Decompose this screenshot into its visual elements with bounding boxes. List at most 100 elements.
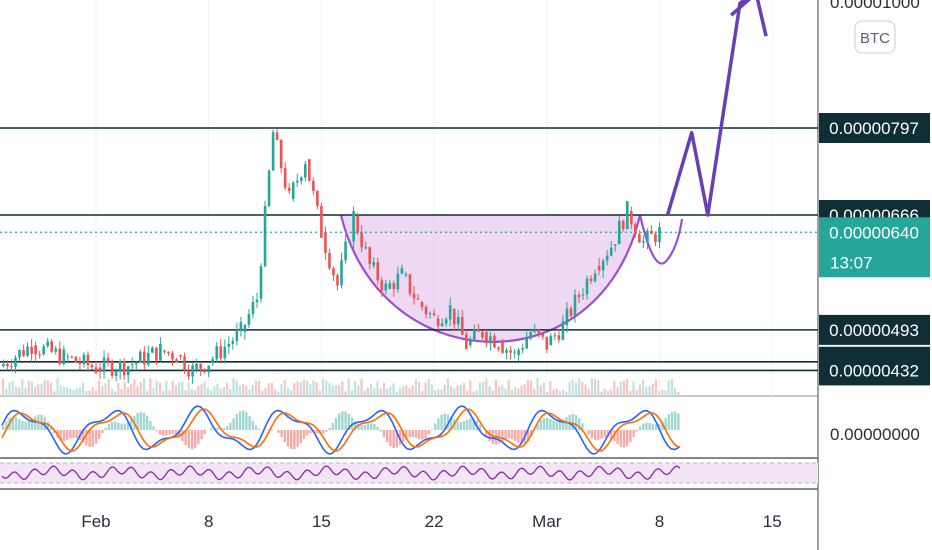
macd-histogram-bar <box>238 411 242 430</box>
volume-bar <box>613 381 616 396</box>
macd-histogram-bar <box>165 430 168 436</box>
volume-bar <box>382 382 385 396</box>
candle <box>328 248 331 271</box>
volume-bar <box>206 387 209 396</box>
macd-histogram-bar <box>229 422 232 430</box>
volume-bar <box>37 384 40 396</box>
candle-body <box>58 348 62 364</box>
volume-bar <box>405 385 408 396</box>
candle-body <box>62 349 66 364</box>
volume-bar <box>578 378 581 396</box>
price-axis[interactable]: 0.00001000 <box>830 0 920 12</box>
macd-histogram-bar <box>162 430 165 436</box>
candle <box>239 317 243 337</box>
volume-bar <box>366 387 369 396</box>
candle-body <box>368 247 371 264</box>
candle <box>400 264 404 275</box>
macd-histogram-bar <box>434 423 437 430</box>
volume-bar <box>242 383 245 396</box>
currency-badge[interactable]: BTC <box>854 20 896 54</box>
candle-body <box>10 366 13 368</box>
volume-bar <box>638 384 641 396</box>
candle <box>38 350 41 359</box>
volume-bar <box>600 391 603 396</box>
macd-histogram-bar <box>222 428 226 430</box>
volume-bar <box>203 381 206 396</box>
time-axis[interactable]: Feb 8 15 22 Mar 8 15 <box>81 512 781 531</box>
candle <box>14 355 17 374</box>
candle <box>533 324 537 334</box>
macd-histogram-bar <box>571 413 574 430</box>
time-tick: Mar <box>532 512 562 531</box>
volume-bar <box>258 380 261 396</box>
candle-body <box>259 266 263 299</box>
volume-bar <box>142 378 145 396</box>
candle <box>336 273 339 291</box>
macd-histogram-bar <box>530 430 533 437</box>
macd-histogram-bar <box>597 430 600 440</box>
volume-bar <box>213 386 216 396</box>
candle-body <box>432 313 436 316</box>
candle <box>291 181 295 202</box>
candle <box>155 347 158 365</box>
volume-bar <box>344 391 347 396</box>
candle <box>565 302 569 333</box>
volume-bar <box>581 381 584 396</box>
candle-body <box>247 314 251 325</box>
macd-histogram-bar <box>75 430 78 438</box>
level-label-bg <box>819 314 930 345</box>
volume-bar <box>603 388 606 396</box>
candle-body <box>501 341 504 353</box>
macd-histogram-bar <box>280 430 283 438</box>
volume-bar <box>290 390 293 396</box>
candle-body <box>364 247 367 249</box>
rsi-panel[interactable] <box>0 462 818 484</box>
candle <box>525 331 528 350</box>
candle-body <box>601 260 605 271</box>
volume-bar <box>187 382 190 396</box>
macd-histogram-bar <box>286 430 290 447</box>
candle-body <box>545 336 549 350</box>
macd-histogram-bar <box>590 430 594 439</box>
volume-bar <box>261 390 264 396</box>
volume-bar <box>158 382 161 396</box>
volume-bar <box>133 379 136 396</box>
macd-histogram-bar <box>539 420 542 430</box>
volume-bar <box>475 390 478 396</box>
candle-body <box>650 230 653 234</box>
volume-bar <box>27 380 30 396</box>
macd-histogram-bar <box>130 419 133 430</box>
volume-bar <box>322 379 325 396</box>
candle <box>50 338 54 353</box>
candle-body <box>74 356 78 363</box>
candle-body <box>609 247 613 256</box>
candle-body <box>420 301 424 307</box>
candle-body <box>251 301 255 315</box>
volume-bar <box>597 380 600 396</box>
candle-body <box>291 182 295 200</box>
volume-bar <box>299 382 302 396</box>
volume-bar <box>482 381 485 396</box>
candle <box>126 365 130 384</box>
signal-line <box>1 408 681 452</box>
candle-body <box>605 255 609 261</box>
macd-histogram-bar <box>328 427 331 430</box>
macd-histogram-bar <box>443 413 446 430</box>
candle <box>259 263 263 303</box>
macd-panel[interactable]: 0.00000000 <box>1 405 920 455</box>
candle-body <box>388 283 392 289</box>
candle <box>6 360 9 371</box>
volume-bar <box>270 382 273 396</box>
candle <box>179 354 182 360</box>
candle-body <box>2 363 5 367</box>
macd-histogram-bar <box>277 430 280 433</box>
candle <box>207 365 210 378</box>
candle <box>605 249 609 266</box>
candle <box>171 350 174 366</box>
candle <box>444 316 448 327</box>
volume-bar <box>146 390 149 396</box>
volume-bar <box>293 383 296 396</box>
macd-histogram-bar <box>546 417 549 430</box>
level-label: 0.00000797 <box>819 113 930 143</box>
macd-histogram-bar <box>251 420 254 430</box>
